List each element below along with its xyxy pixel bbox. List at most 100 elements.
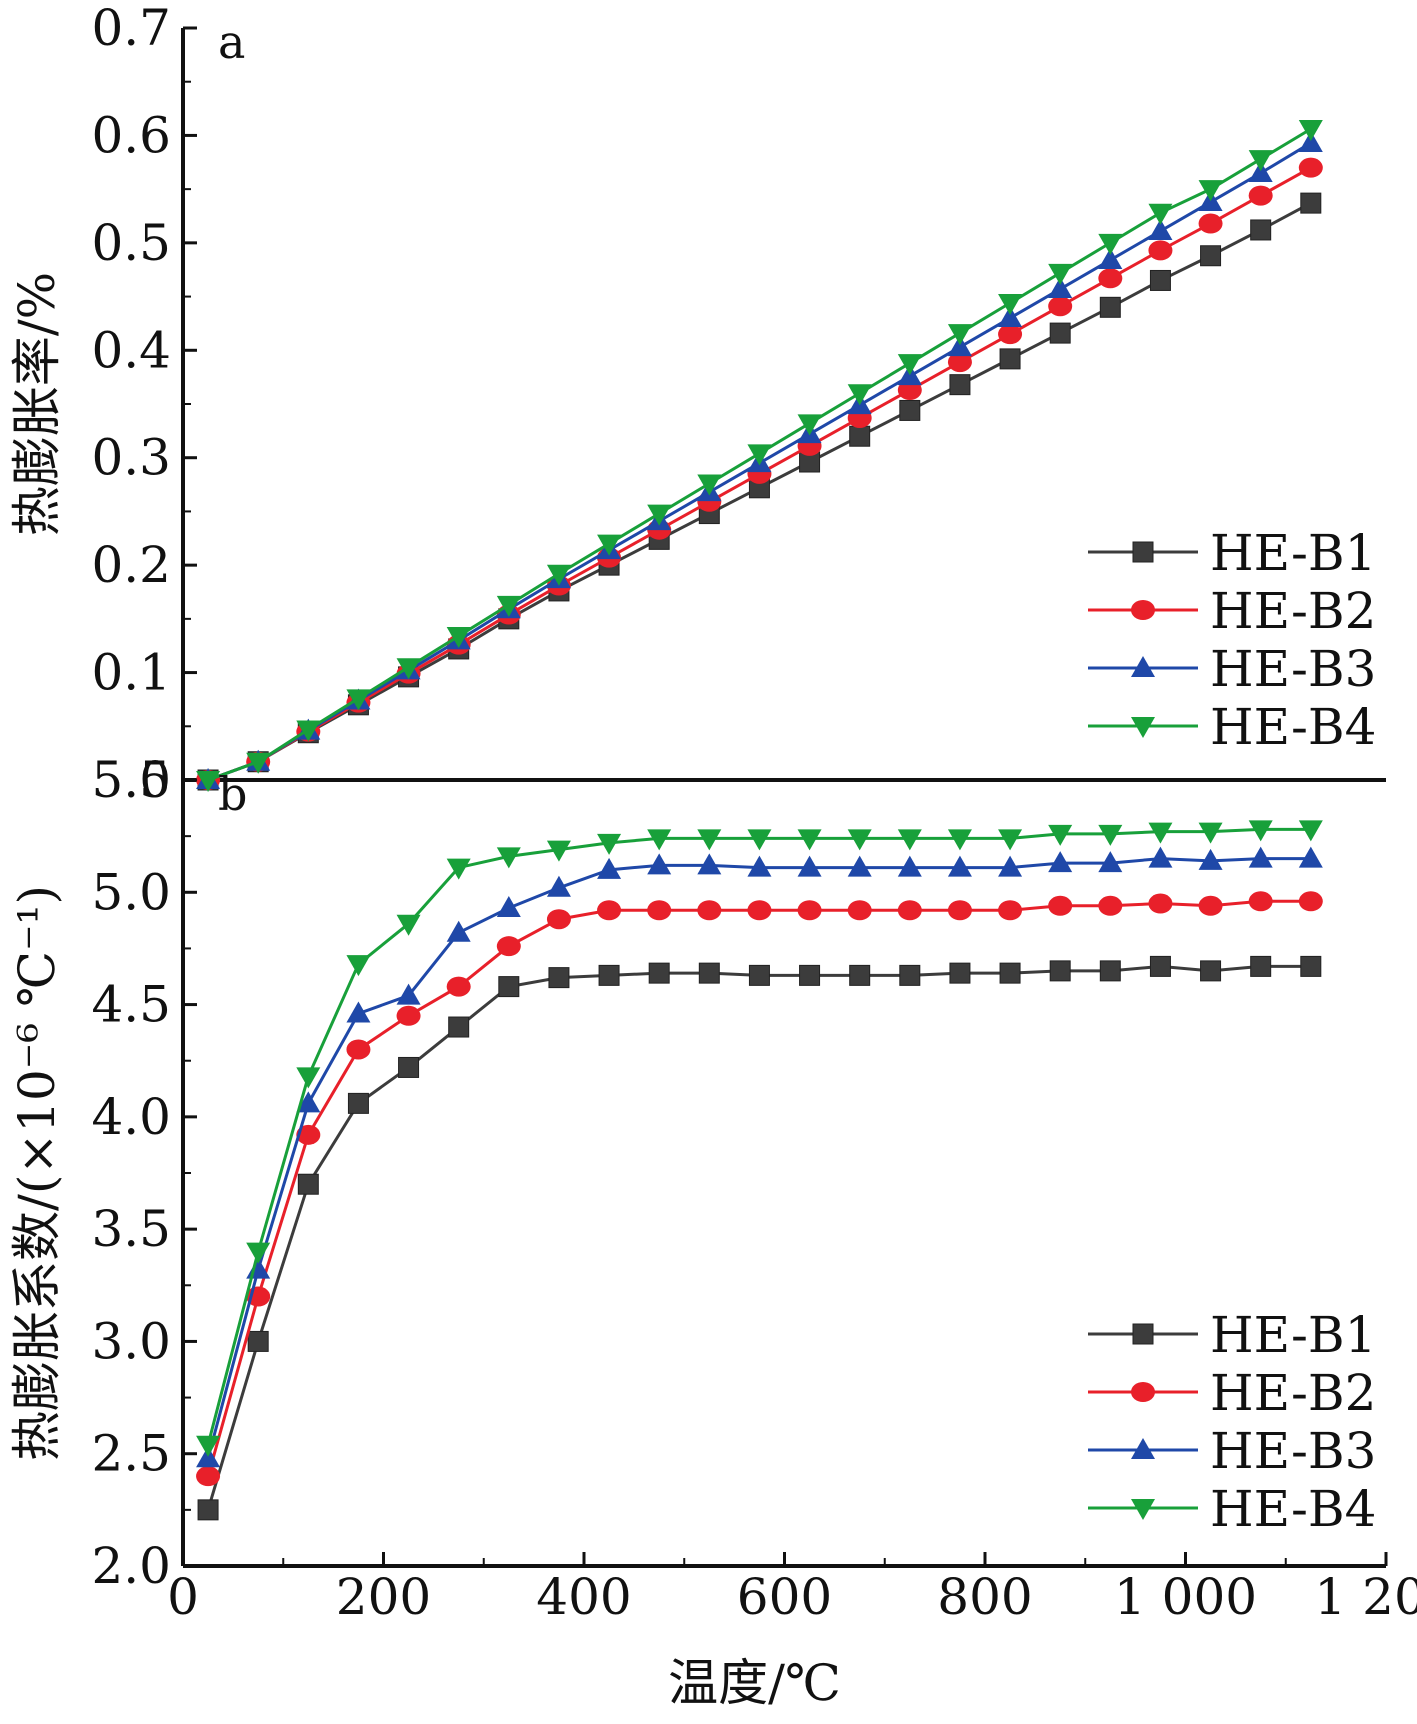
y-tick-label: 0.3 (91, 429, 171, 487)
data-point (1248, 820, 1273, 842)
data-point (797, 829, 822, 851)
data-point (899, 399, 921, 421)
data-point (1198, 213, 1223, 234)
y-tick-label: 0.7 (91, 0, 171, 57)
data-point (296, 1067, 321, 1089)
series-HE-B1 (197, 955, 1322, 1521)
data-point (548, 967, 570, 989)
x-tick-label: 400 (536, 1568, 631, 1626)
data-point (1148, 240, 1173, 261)
data-point (1048, 895, 1073, 916)
data-point (1198, 822, 1223, 844)
legend-marker (1131, 656, 1155, 677)
data-point (697, 474, 722, 496)
x-tick-label: 200 (336, 1568, 431, 1626)
legend-label: HE-B2 (1210, 582, 1376, 640)
legend-label: HE-B1 (1210, 524, 1376, 582)
legend-marker (1132, 1323, 1154, 1345)
data-point (597, 534, 622, 556)
legend-label: HE-B2 (1210, 1364, 1376, 1422)
legend-marker (1131, 1499, 1155, 1520)
x-tick-label: 600 (737, 1568, 832, 1626)
data-point (1048, 263, 1073, 285)
data-point (1250, 219, 1272, 241)
panel-letter: b (218, 767, 247, 821)
data-point (1298, 119, 1323, 141)
data-point (446, 976, 471, 997)
data-point (1248, 185, 1273, 206)
data-point (698, 962, 720, 984)
data-point (347, 1092, 369, 1114)
data-point (496, 595, 521, 617)
data-point (197, 1499, 219, 1521)
data-point (797, 900, 822, 921)
data-point (1099, 960, 1121, 982)
data-point (1048, 851, 1073, 873)
series-line (206, 827, 1311, 1446)
data-point (1248, 891, 1273, 912)
panel-a: 00.10.20.30.40.50.60.7 a热膨胀率/%HE-B1HE-B2H… (8, 0, 1386, 809)
y-tick-label: 5.5 (91, 751, 171, 809)
legend-marker (1131, 717, 1155, 738)
y-tick-label: 4.0 (91, 1088, 171, 1146)
data-point (1198, 848, 1223, 870)
data-point (296, 1124, 321, 1145)
data-point (1099, 296, 1121, 318)
data-point (949, 962, 971, 984)
legend-label: HE-B4 (1210, 698, 1376, 756)
data-point (296, 1091, 321, 1113)
data-point (998, 306, 1023, 328)
data-point (797, 414, 822, 436)
legend-marker (1132, 541, 1154, 563)
data-point (748, 964, 770, 986)
y-tick-label: 3.5 (91, 1200, 171, 1258)
data-point (1148, 822, 1173, 844)
data-point (1149, 269, 1171, 291)
x-tick-label: 0 (167, 1568, 199, 1626)
legend-label: HE-B3 (1210, 640, 1376, 698)
data-point (1148, 893, 1173, 914)
data-point (196, 1435, 221, 1457)
data-point (597, 833, 622, 855)
data-point (546, 564, 571, 586)
panel-b: 2.02.53.03.54.04.55.05.50 200 400 600 800 1 0… (8, 751, 1417, 1712)
data-point (1298, 891, 1323, 912)
data-point (1300, 955, 1322, 977)
data-point (396, 1005, 421, 1026)
data-point (1048, 296, 1073, 317)
data-point (947, 829, 972, 851)
data-point (998, 294, 1023, 316)
data-point (1098, 851, 1123, 873)
data-point (496, 896, 521, 918)
data-point (897, 855, 922, 877)
data-point (647, 853, 672, 875)
data-point (697, 853, 722, 875)
data-point (747, 855, 772, 877)
data-point (648, 962, 670, 984)
y-tick-label: 0.1 (91, 644, 171, 702)
data-point (1198, 180, 1223, 202)
data-point (346, 1039, 371, 1060)
data-point (847, 384, 872, 406)
data-point (1200, 960, 1222, 982)
data-point (1298, 846, 1323, 868)
data-point (446, 920, 471, 942)
legend-marker (1131, 1382, 1155, 1402)
data-point (799, 964, 821, 986)
data-point (647, 829, 672, 851)
data-point (498, 976, 520, 998)
data-point (196, 1466, 221, 1487)
data-point (897, 354, 922, 376)
data-point (396, 914, 421, 936)
data-point (1248, 846, 1273, 868)
data-point (849, 964, 871, 986)
data-point (947, 324, 972, 346)
data-point (1200, 245, 1222, 267)
legend-marker (1131, 600, 1155, 620)
panel-letter: a (218, 15, 245, 69)
data-point (246, 1242, 271, 1264)
data-point (899, 964, 921, 986)
data-point (897, 900, 922, 921)
